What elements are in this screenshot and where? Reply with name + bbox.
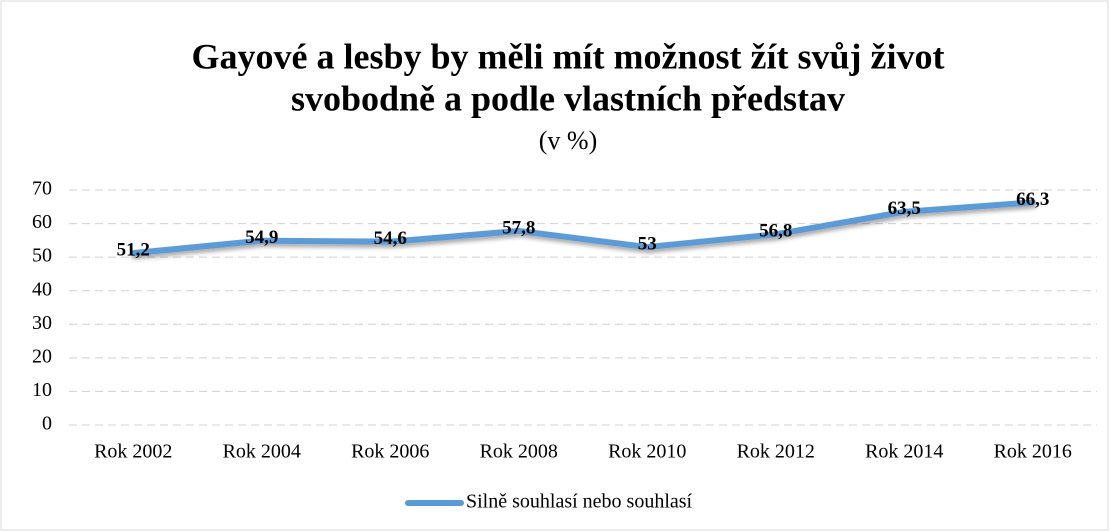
- y-tick-label: 60: [32, 211, 52, 233]
- chart-subtitle: (v %): [539, 126, 597, 155]
- data-label: 53: [638, 233, 657, 254]
- x-tick-label: Rok 2012: [737, 441, 815, 463]
- chart-title: svobodně a podle vlastních představ: [291, 78, 845, 118]
- data-label: 54,9: [245, 227, 278, 248]
- data-label: 51,2: [117, 239, 150, 260]
- data-label: 56,8: [759, 221, 792, 242]
- x-tick-label: Rok 2006: [351, 441, 429, 463]
- y-tick-label: 20: [32, 345, 52, 367]
- data-label: 63,5: [888, 198, 921, 219]
- x-tick-label: Rok 2010: [608, 441, 686, 463]
- y-tick-label: 70: [32, 178, 52, 200]
- data-line: [130, 199, 1036, 257]
- y-tick-label: 10: [32, 379, 52, 401]
- y-tick-label: 50: [32, 245, 52, 267]
- data-label: 54,6: [374, 228, 407, 249]
- chart-title: Gayové a lesby by měli mít možnost žít s…: [192, 36, 945, 76]
- x-tick-label: Rok 2016: [994, 441, 1072, 463]
- x-tick-label: Rok 2008: [480, 441, 558, 463]
- data-label: 57,8: [502, 217, 535, 238]
- y-tick-label: 0: [42, 413, 52, 435]
- y-tick-label: 40: [32, 278, 52, 300]
- y-tick-label: 30: [32, 312, 52, 334]
- x-tick-label: Rok 2014: [865, 441, 943, 463]
- x-tick-label: Rok 2002: [94, 441, 172, 463]
- x-tick-label: Rok 2004: [223, 441, 301, 463]
- data-label: 66,3: [1016, 189, 1049, 210]
- legend-label: Silně souhlasí nebo souhlasí: [466, 491, 693, 513]
